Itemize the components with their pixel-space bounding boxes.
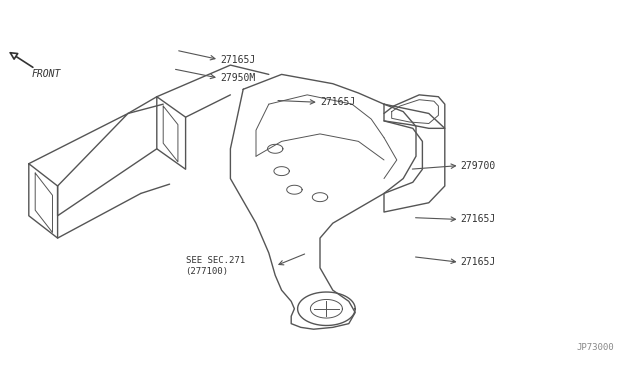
- Text: SEE SEC.271
(277100): SEE SEC.271 (277100): [186, 256, 244, 276]
- Text: 279700: 279700: [461, 161, 496, 170]
- Text: 27950M: 27950M: [221, 73, 256, 83]
- Text: FRONT: FRONT: [32, 69, 61, 79]
- Text: 27165J: 27165J: [320, 97, 355, 107]
- Text: 27165J: 27165J: [461, 257, 496, 267]
- Text: 27165J: 27165J: [461, 215, 496, 224]
- Text: 27165J: 27165J: [221, 55, 256, 64]
- FancyArrowPatch shape: [10, 53, 33, 67]
- Text: JP73000: JP73000: [577, 343, 614, 352]
